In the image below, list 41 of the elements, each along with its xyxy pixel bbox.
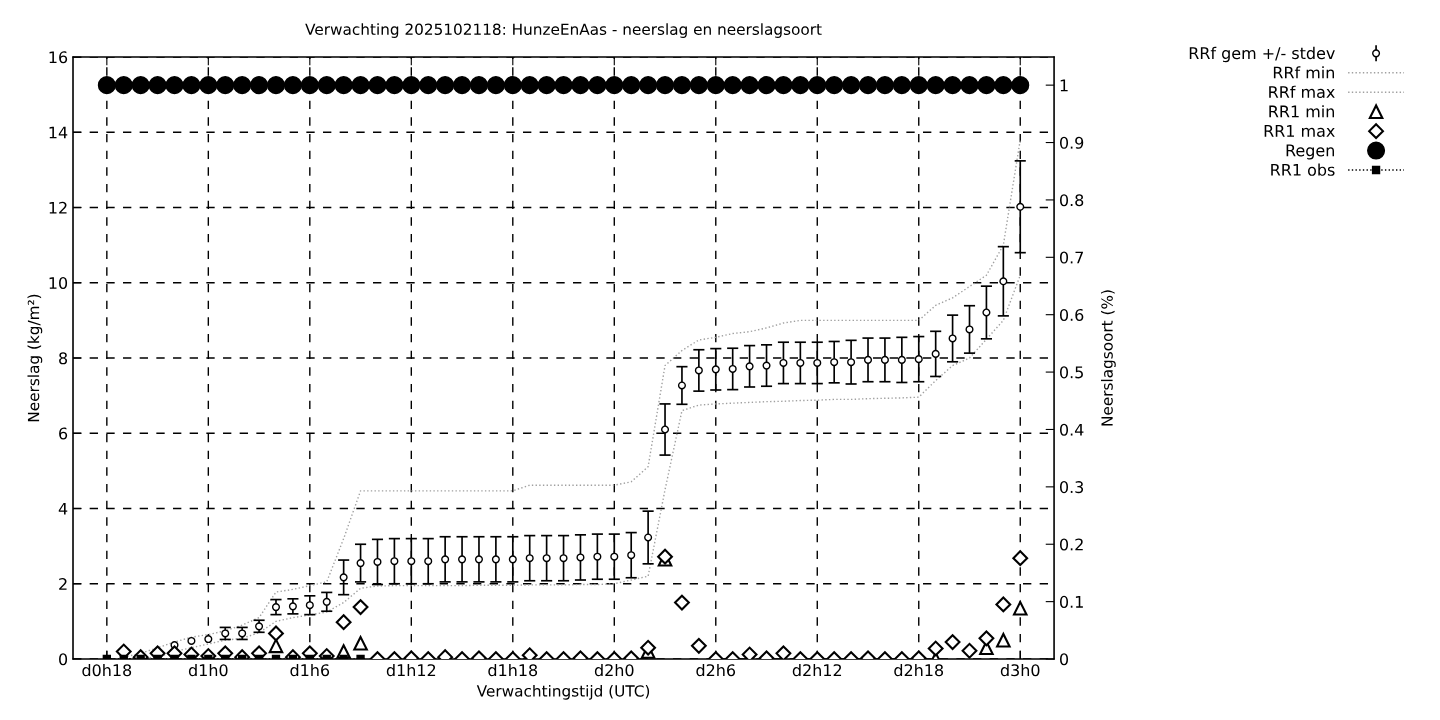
y2-tick-label: 0.2 xyxy=(1059,538,1083,551)
y2-tick-label: 0.6 xyxy=(1059,308,1084,321)
y-tick-label: 4 xyxy=(58,502,68,515)
x-tick-label: d1h0 xyxy=(188,663,228,677)
y2-tick-label: 0.5 xyxy=(1059,366,1083,379)
legend-label: Regen xyxy=(1286,144,1334,160)
legend-label: RRf max xyxy=(1269,85,1335,99)
x-tick-label: d2h18 xyxy=(894,663,944,677)
x-tick-label: d2h12 xyxy=(792,663,842,677)
y2-tick-label: 0 xyxy=(1059,653,1069,666)
legend-label: RR1 min xyxy=(1269,105,1334,118)
x-axis-title: Verwachtingstijd (UTC) xyxy=(476,684,650,700)
y-tick-label: 14 xyxy=(49,126,68,139)
legend-label: RRf gem +/- stdev xyxy=(1189,46,1335,63)
x-tick-label: d1h12 xyxy=(386,663,436,677)
x-tick-label: d2h0 xyxy=(594,663,634,677)
y2-tick-label: 0.8 xyxy=(1059,194,1084,207)
y-axis-title: Neerslag (kg/m²) xyxy=(27,294,43,422)
y2-tick-label: 0.4 xyxy=(1059,423,1084,436)
chart-title: Verwachting 2025102118: HunzeEnAas - neerslag en neerslagsoort xyxy=(305,23,822,38)
y2-tick-label: 1 xyxy=(1060,79,1068,92)
x-tick-label: d2h6 xyxy=(696,663,736,677)
y-tick-label: 0 xyxy=(59,653,68,666)
legend-label: RR1 obs xyxy=(1271,163,1335,176)
x-tick-label: d0h18 xyxy=(82,663,132,677)
y-tick-label: 8 xyxy=(59,352,68,365)
y-tick-label: 12 xyxy=(49,201,67,214)
y-tick-label: 2 xyxy=(59,577,67,590)
x-tick-label: d3h0 xyxy=(1000,663,1040,677)
y-tick-label: 6 xyxy=(59,427,68,440)
x-tick-label: d1h6 xyxy=(290,663,330,677)
y-tick-label: 16 xyxy=(49,51,68,64)
y2-tick-label: 0.3 xyxy=(1059,481,1084,494)
legend-label: RRf min xyxy=(1273,66,1334,79)
y-tick-label: 10 xyxy=(49,276,68,290)
y2-tick-label: 0.9 xyxy=(1059,136,1084,149)
y2-tick-label: 0.1 xyxy=(1059,595,1083,608)
y2-tick-label: 0.7 xyxy=(1059,251,1083,264)
x-tick-label: d1h18 xyxy=(488,663,538,677)
y2-axis-title: Neerslagsoort (%) xyxy=(1101,290,1116,426)
legend-label: RR1 max xyxy=(1264,125,1335,137)
